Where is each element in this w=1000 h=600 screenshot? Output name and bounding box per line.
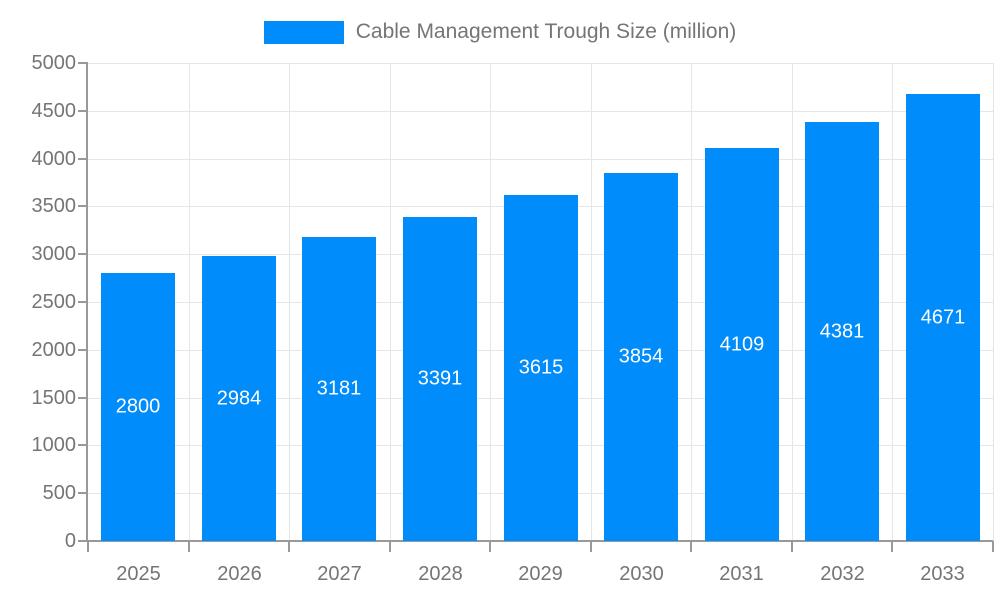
y-axis-tick [78,62,88,64]
gridline-vertical [993,63,994,541]
y-axis-tick [78,397,88,399]
x-axis-label: 2032 [820,563,865,585]
x-axis-tick [992,541,994,552]
gridline-vertical [591,63,592,541]
bar: 4381 [805,122,879,541]
y-axis-label: 1500 [31,387,77,409]
y-axis-tick [78,349,88,351]
bar: 3181 [302,237,376,541]
gridline-vertical [691,63,692,541]
x-axis-tick [389,541,391,552]
bar: 3615 [504,195,578,541]
gridline-vertical [892,63,893,541]
bar: 3391 [403,217,477,541]
x-axis-tick [87,541,89,552]
bar: 3854 [604,173,678,541]
x-axis-line [86,540,993,542]
y-axis-tick [78,253,88,255]
y-axis-tick [78,540,88,542]
x-axis-tick [690,541,692,552]
y-axis-label: 2000 [31,339,77,361]
x-axis-tick [188,541,190,552]
legend-label: Cable Management Trough Size (million) [355,20,737,43]
y-axis-label: 4000 [31,148,77,170]
x-axis-label: 2029 [518,563,563,585]
y-axis-label: 2500 [31,291,77,313]
x-axis-tick [489,541,491,552]
bar: 4671 [906,94,980,541]
x-axis-tick [891,541,893,552]
bar-value-label: 4381 [819,320,865,342]
gridline-vertical [490,63,491,541]
bar-value-label: 4671 [920,306,966,328]
y-axis-tick [78,205,88,207]
x-axis-label: 2033 [920,563,965,585]
x-axis-tick [590,541,592,552]
bar-value-label: 4109 [719,333,765,355]
bar: 4109 [705,148,779,541]
x-axis-label: 2030 [619,563,664,585]
y-axis-tick [78,110,88,112]
bar-value-label: 2984 [216,387,262,409]
gridline-vertical [289,63,290,541]
bar-value-label: 3854 [618,345,664,368]
gridline-vertical [390,63,391,541]
x-axis-tick [791,541,793,552]
legend-swatch-icon [263,20,344,44]
y-axis-label: 1000 [31,434,77,456]
y-axis-tick [78,444,88,446]
y-axis-label: 3500 [31,195,77,217]
gridline-vertical [792,63,793,541]
y-axis-tick [78,301,88,303]
y-axis-line [86,63,88,541]
gridline-horizontal [88,159,993,160]
y-axis-tick [78,158,88,160]
bar-value-label: 2800 [115,395,161,418]
bar: 2984 [202,256,276,541]
gridline-vertical [189,63,190,541]
x-axis-label: 2027 [317,563,362,585]
gridline-horizontal [88,63,993,64]
chart-legend[interactable]: Cable Management Trough Size (million) [0,20,1000,44]
y-axis-label: 3000 [31,243,77,265]
bar: 2800 [101,273,175,541]
x-axis-tick [288,541,290,552]
gridline-horizontal [88,111,993,112]
x-axis-label: 2031 [719,563,764,585]
y-axis-label: 4500 [31,100,77,122]
y-axis-label: 0 [64,530,76,552]
y-axis-tick [78,492,88,494]
bar-value-label: 3615 [518,356,564,379]
y-axis-label: 500 [42,482,76,504]
x-axis-label: 2028 [418,563,463,585]
bar-value-label: 3391 [417,367,463,390]
bar-value-label: 3181 [316,377,362,400]
x-axis-label: 2026 [217,563,262,585]
x-axis-label: 2025 [116,563,161,585]
y-axis-label: 5000 [31,52,77,74]
